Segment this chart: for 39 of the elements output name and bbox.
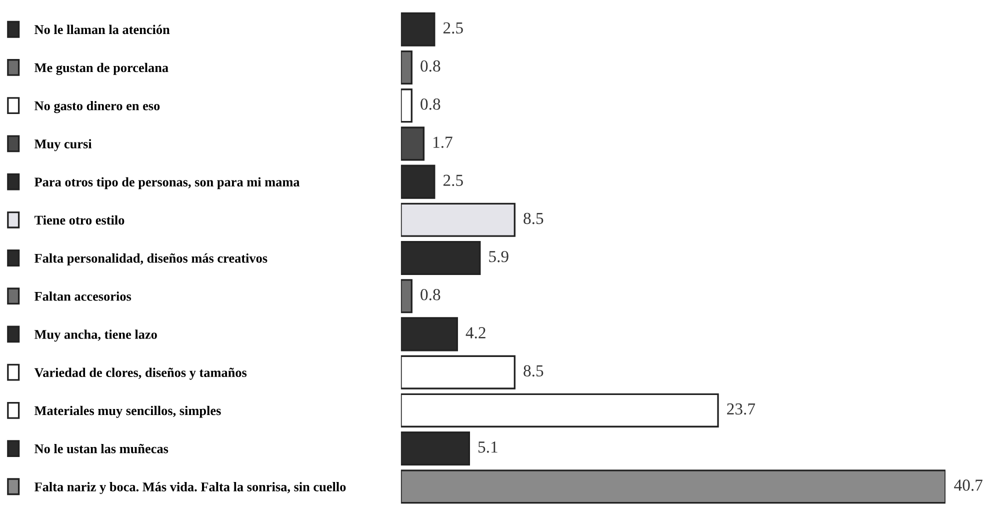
data-label: 8.5 [524,212,544,224]
bar [400,88,412,123]
bar [400,279,412,314]
y-tick-label: Me gustan de porcelana [34,62,168,75]
y-tick-label: Falta personalidad, diseños más creativos [34,253,268,266]
data-label: 1.7 [433,136,452,148]
y-tick-label: Muy cursi [34,139,92,152]
y-tick-label: Materiales muy sencillos, simples [34,406,221,418]
bar [400,431,470,466]
bar [400,164,436,199]
bar [400,317,458,352]
data-label: 2.5 [443,22,463,34]
data-label: 5.9 [489,250,508,262]
data-label: 23.7 [727,403,756,415]
data-label: 2.5 [443,174,463,186]
data-label: 0.8 [420,98,440,110]
y-tick-label: No le llaman la atención [34,24,170,34]
y-tick-label: Muy ancha, tiene lazo [34,330,157,342]
y-tick-label: Tiene otro estilo [34,215,124,225]
data-label: 4.2 [466,327,486,338]
y-tick-label: Falta nariz y boca. Más vida. Falta la sonrisa, sin cuello [34,482,346,494]
y-tick-label: No le ustan las muñecas [34,444,168,454]
bar [400,202,516,237]
data-label: 0.8 [420,289,440,300]
y-tick-label: Faltan accesorios [34,292,132,301]
bar [400,393,719,428]
data-label: 0.8 [420,60,440,72]
bar [400,355,516,390]
bar [400,126,425,161]
bar [400,470,946,504]
bar [400,50,412,85]
bar [400,240,481,276]
data-label: 5.1 [478,442,498,453]
y-tick-label: No gasto dinero en eso [34,101,160,114]
data-label: 40.7 [954,480,982,491]
y-tick-label: Para otros tipo de personas, son para mi mama [34,177,300,190]
bar [400,12,436,46]
y-tick-label: Variedad de clores, diseños y tamaños [34,368,247,380]
data-label: 8.5 [524,365,544,377]
